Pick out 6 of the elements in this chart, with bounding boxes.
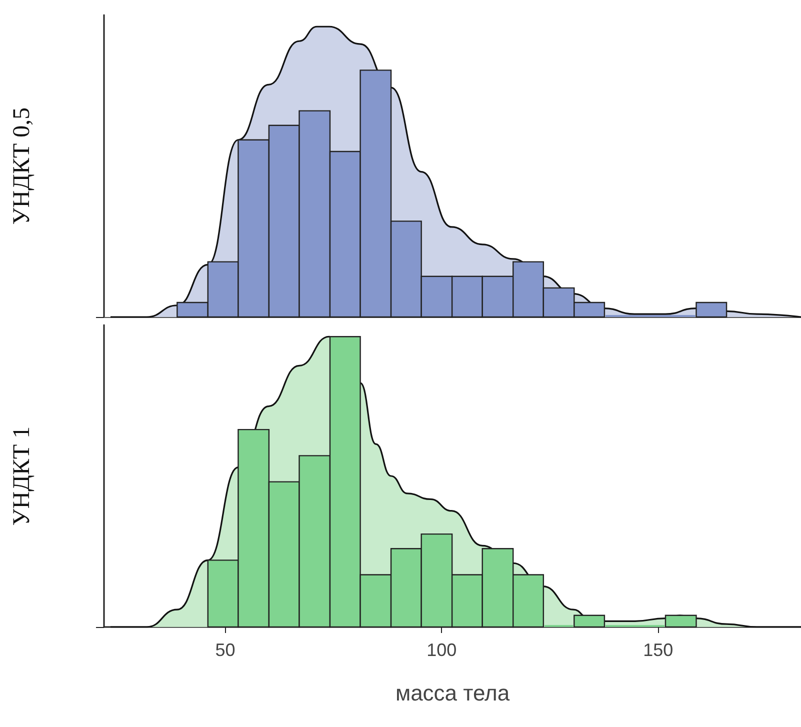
- y-axis-title: УНДКТ 0,5: [9, 107, 35, 225]
- y-axis-title: УНДКТ 1: [9, 426, 35, 526]
- x-tick-label: 50: [215, 640, 236, 660]
- x-tick-label: 100: [426, 640, 457, 660]
- x-axis-title: масса тела: [395, 680, 510, 706]
- x-tick-label: 150: [643, 640, 674, 660]
